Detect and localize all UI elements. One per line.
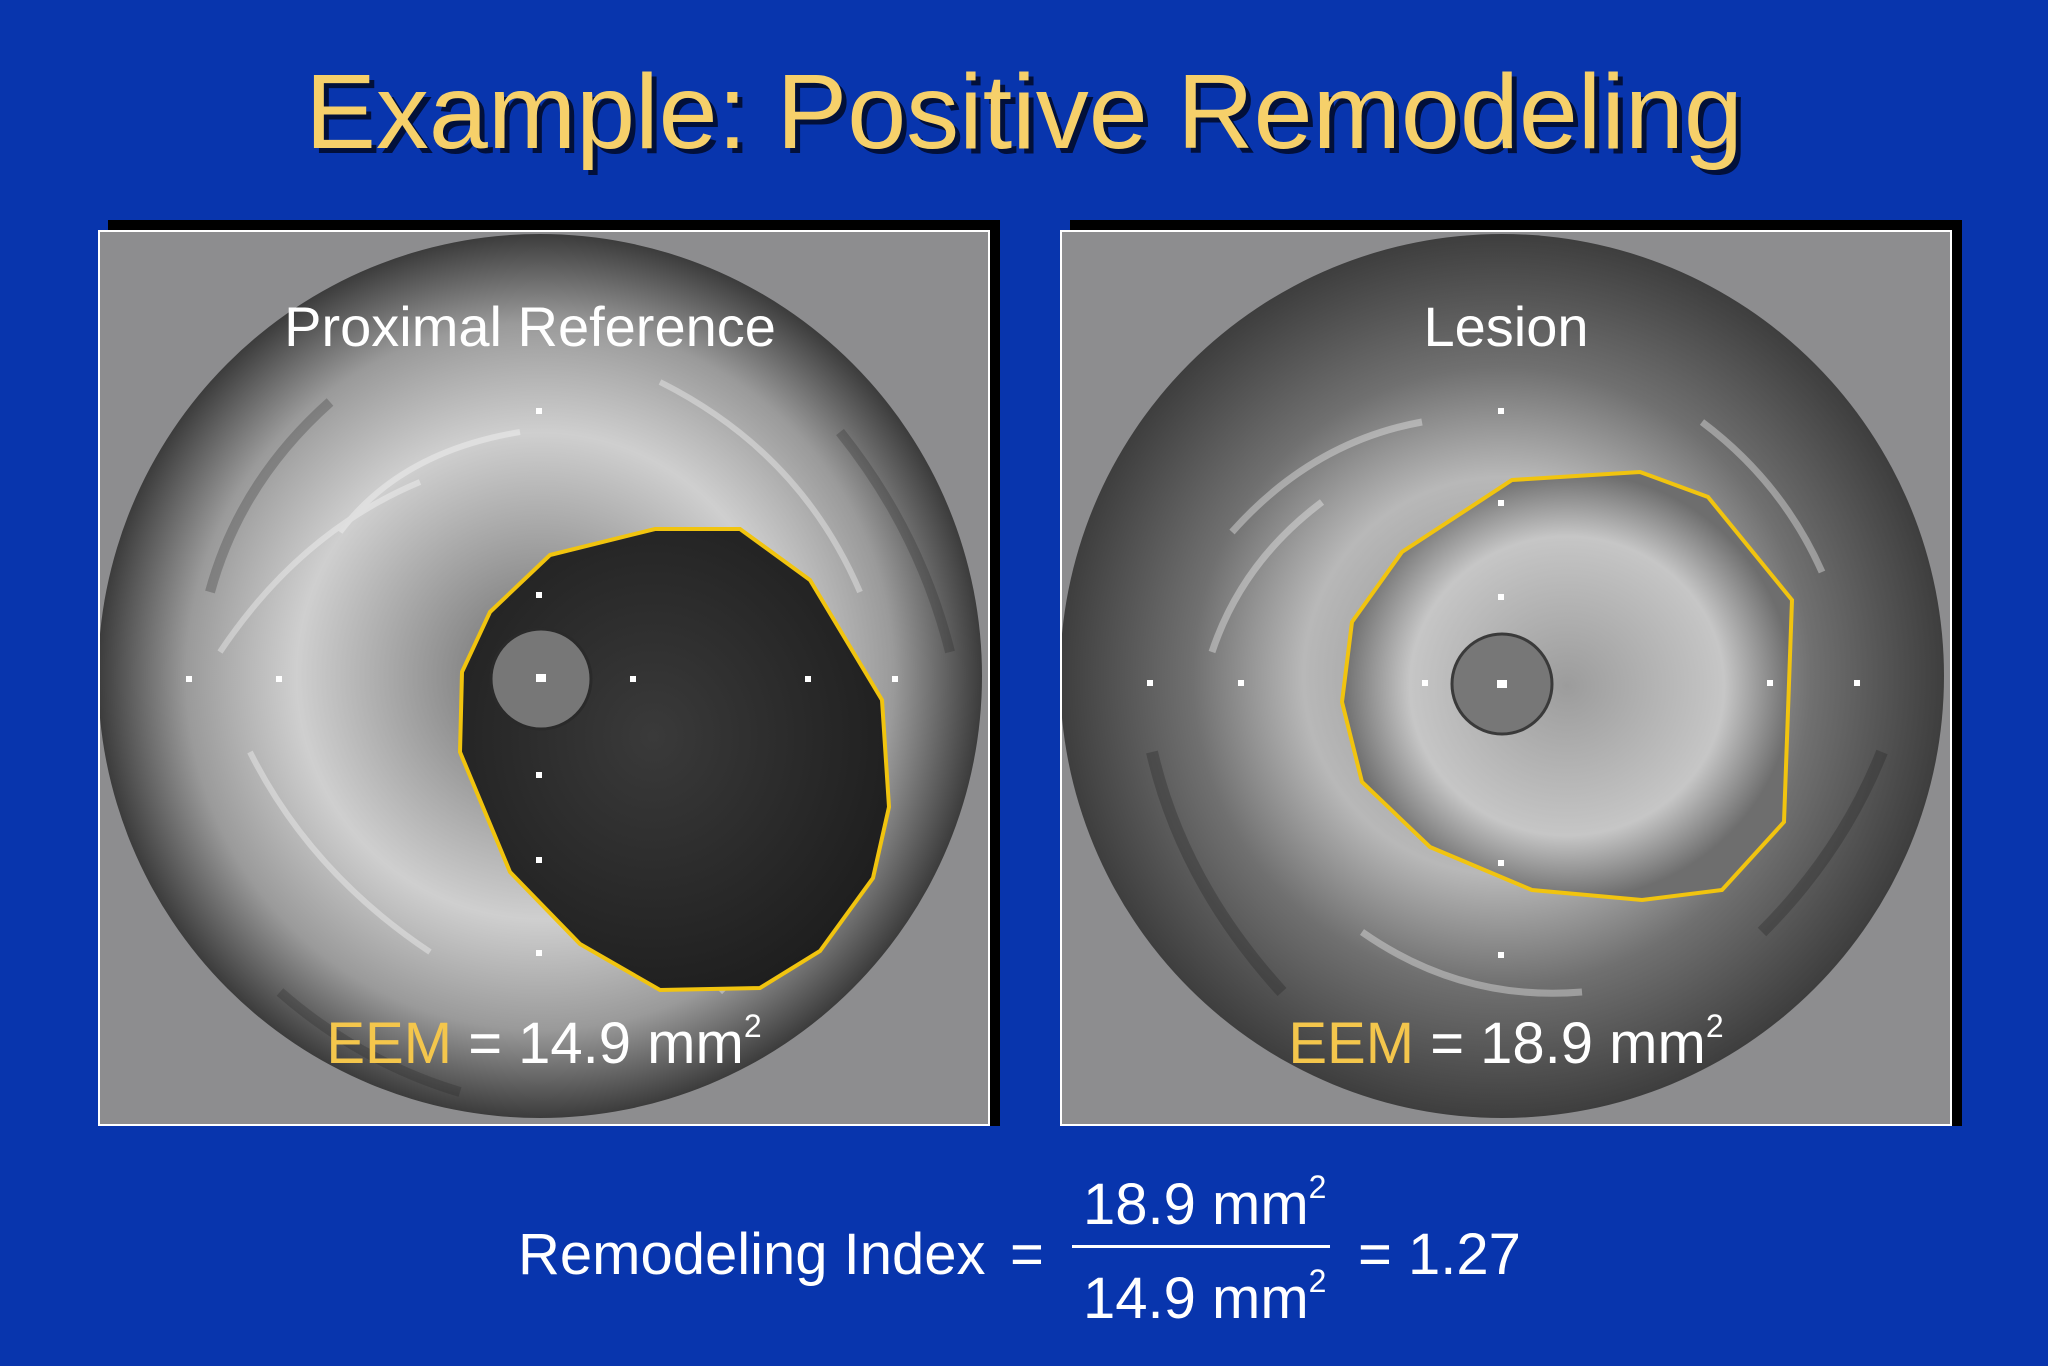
formula-result: = 1.27	[1358, 1222, 1521, 1287]
eem-value: = 14.9 mm	[468, 1011, 744, 1076]
ivus-image-lesion	[1062, 234, 1944, 1118]
numerator-value: 18.9 mm	[1083, 1172, 1309, 1237]
numerator-sup: 2	[1308, 1169, 1327, 1205]
fraction-bar	[1072, 1245, 1330, 1248]
eem-unit-sup: 2	[1705, 1008, 1724, 1044]
eem-unit-sup: 2	[743, 1008, 762, 1044]
ivus-panel-lesion: Lesion EEM = 18.9 mm2	[1060, 230, 1952, 1126]
formula-denominator: 14.9 mm2	[1083, 1263, 1327, 1332]
ivus-panel-proximal-reference: Proximal Reference EEM = 14.9 mm2	[98, 230, 990, 1126]
slide-title: Example: Positive Remodeling	[305, 53, 1743, 171]
formula-label: Remodeling Index	[518, 1222, 986, 1287]
denominator-sup: 2	[1308, 1263, 1327, 1299]
eem-measurement-proximal: EEM = 14.9 mm2	[100, 1008, 988, 1077]
formula-numerator: 18.9 mm2	[1083, 1169, 1327, 1238]
formula-equals: =	[1010, 1222, 1044, 1287]
panel-label-proximal-reference: Proximal Reference	[284, 295, 776, 358]
eem-value: = 18.9 mm	[1430, 1011, 1706, 1076]
eem-measurement-lesion: EEM = 18.9 mm2	[1062, 1008, 1950, 1077]
panel-label-lesion: Lesion	[1423, 295, 1589, 358]
eem-key: EEM	[326, 1011, 453, 1076]
denominator-value: 14.9 mm	[1083, 1266, 1309, 1331]
eem-key: EEM	[1288, 1011, 1415, 1076]
ivus-image-proximal	[100, 234, 982, 1118]
remodeling-index-formula: Remodeling Index = 18.9 mm2 14.9 mm2 = 1…	[0, 1169, 2048, 1335]
